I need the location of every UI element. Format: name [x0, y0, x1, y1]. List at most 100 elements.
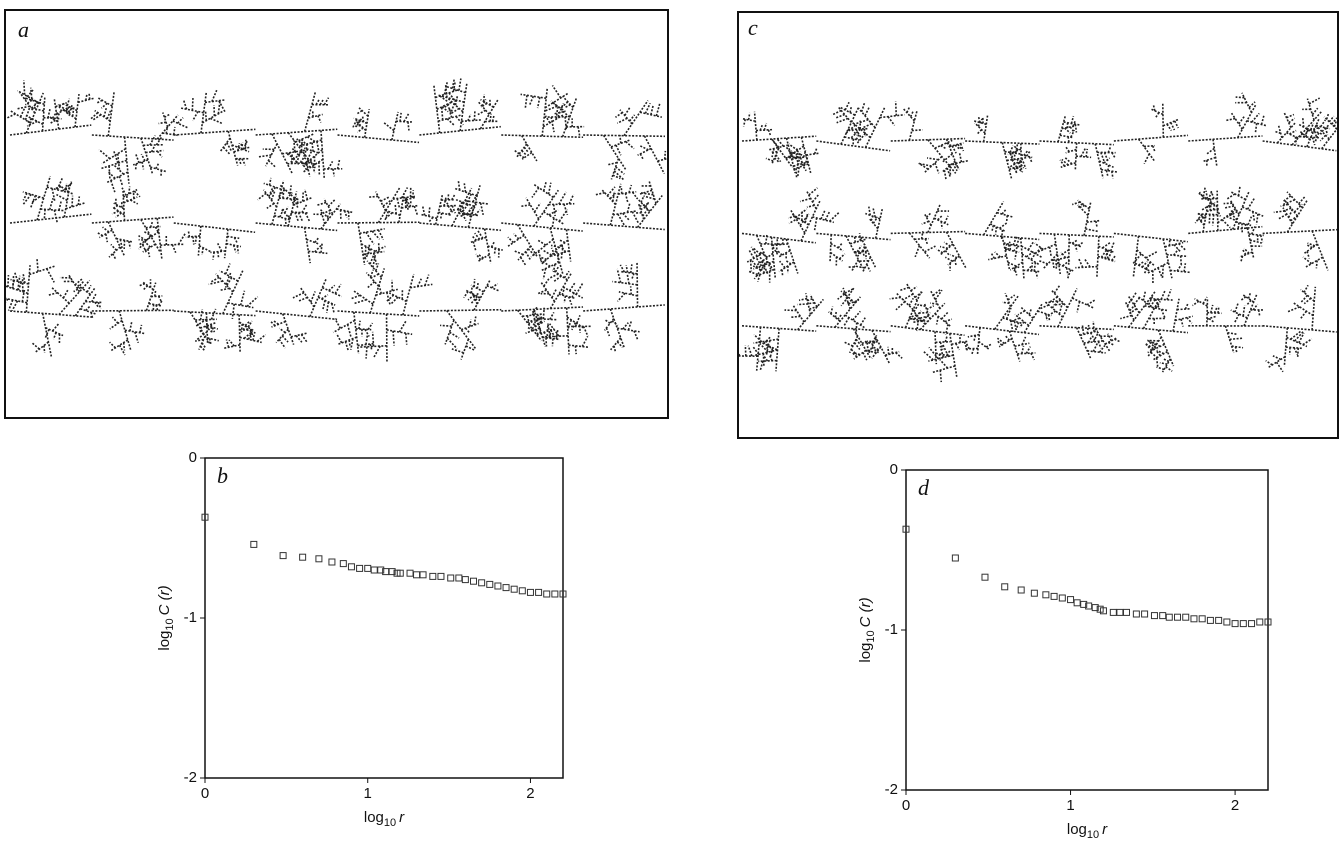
- channel: [798, 297, 808, 302]
- channel: [1273, 210, 1286, 214]
- channel: [51, 322, 60, 332]
- channel: [287, 211, 294, 218]
- channel: [788, 215, 796, 219]
- channel: [1130, 292, 1137, 301]
- y-axis-title-part: log: [156, 631, 173, 651]
- channel: [622, 322, 629, 330]
- channel: [315, 98, 320, 106]
- channel: [820, 210, 826, 220]
- channel: [906, 283, 918, 302]
- channel: [535, 329, 540, 336]
- channel: [43, 345, 46, 353]
- channel: [1080, 148, 1086, 157]
- channel: [350, 338, 354, 350]
- channel: [392, 330, 395, 346]
- channel: [1235, 96, 1245, 99]
- channel: [361, 115, 365, 123]
- channel: [6, 297, 28, 304]
- channel: [52, 332, 57, 340]
- channel: [838, 253, 846, 260]
- channel: [741, 117, 756, 122]
- channel: [582, 326, 589, 337]
- channel: [255, 222, 338, 232]
- channel: [326, 211, 332, 218]
- channel: [934, 139, 953, 149]
- channel: [1208, 214, 1211, 224]
- point: [1239, 620, 1247, 628]
- channel: [337, 336, 357, 346]
- channel: [753, 333, 763, 343]
- channel: [1260, 114, 1265, 125]
- channel: [301, 192, 304, 202]
- channel: [65, 202, 85, 210]
- channel: [1095, 220, 1098, 228]
- channel: [269, 186, 277, 196]
- channel: [96, 96, 113, 107]
- channel: [940, 311, 949, 320]
- channel: [382, 199, 392, 207]
- channel: [108, 246, 121, 258]
- channel: [458, 78, 462, 91]
- channel: [252, 331, 256, 341]
- channel: [446, 310, 477, 350]
- channel: [36, 257, 39, 272]
- channel: [25, 265, 31, 313]
- channel: [483, 228, 492, 264]
- channel: [439, 324, 452, 327]
- channel: [924, 238, 929, 245]
- channel: [554, 265, 560, 273]
- channel: [788, 143, 799, 152]
- channel: [286, 153, 296, 160]
- channel: [1000, 229, 1004, 241]
- x-axis-title-part: 10: [384, 817, 396, 829]
- channel: [1159, 361, 1168, 365]
- channel: [828, 211, 840, 222]
- channel: [855, 133, 860, 140]
- point: [526, 588, 534, 596]
- channel: [637, 147, 652, 156]
- channel: [13, 271, 19, 282]
- channel: [154, 226, 160, 234]
- channel: [1072, 120, 1077, 127]
- channel: [450, 99, 457, 113]
- channel: [976, 129, 983, 136]
- channel: [140, 137, 154, 175]
- channel: [928, 354, 954, 362]
- channel: [1216, 190, 1219, 231]
- channel: [1300, 294, 1309, 304]
- channel: [976, 327, 981, 356]
- channel: [909, 317, 928, 323]
- channel: [562, 286, 584, 299]
- channel: [746, 251, 765, 263]
- channel: [629, 264, 633, 274]
- channel: [978, 340, 991, 351]
- channel: [928, 346, 939, 360]
- channel: [56, 193, 68, 202]
- channel: [1133, 297, 1141, 306]
- point: [429, 572, 437, 580]
- channel: [530, 320, 537, 328]
- channel: [320, 130, 326, 179]
- channel: [185, 235, 201, 239]
- channel: [847, 127, 869, 131]
- channel: [1020, 154, 1033, 159]
- channel: [227, 235, 240, 240]
- channel: [639, 145, 649, 151]
- channel: [926, 305, 935, 311]
- channel: [154, 290, 157, 297]
- channel: [1143, 144, 1155, 148]
- channel: [938, 353, 941, 362]
- channel: [789, 151, 804, 156]
- channel: [303, 147, 319, 154]
- channel: [165, 125, 169, 134]
- channel: [1211, 214, 1215, 226]
- channel: [1290, 214, 1300, 222]
- channel: [1087, 335, 1093, 343]
- channel: [134, 331, 140, 344]
- channel: [943, 170, 947, 181]
- channel: [293, 140, 296, 152]
- channel: [1145, 343, 1153, 352]
- channel: [447, 205, 454, 213]
- point: [299, 553, 307, 561]
- channel: [616, 292, 626, 302]
